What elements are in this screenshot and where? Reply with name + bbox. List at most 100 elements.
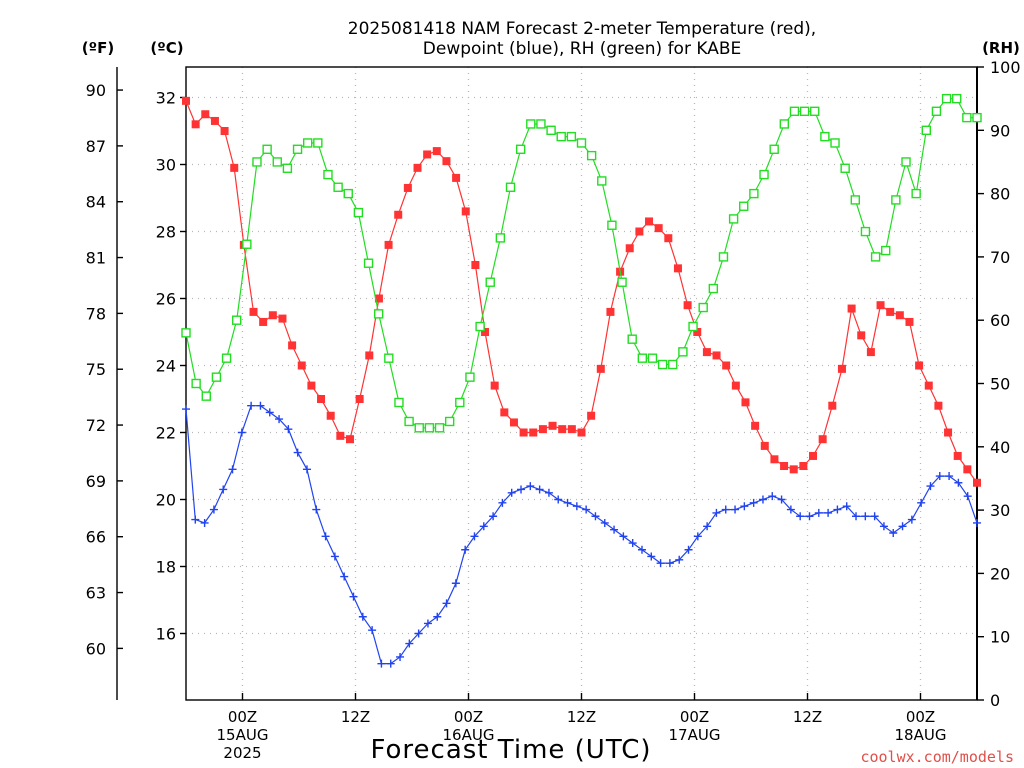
temperature-point <box>201 110 210 119</box>
temperature-point <box>288 341 297 350</box>
rh-point <box>475 321 485 332</box>
x-tick-label: 12Z <box>567 708 596 726</box>
dewpoint-point <box>340 572 349 581</box>
temperature-point <box>220 127 229 135</box>
temperature-point <box>673 264 682 273</box>
dewpoint-point <box>209 505 218 514</box>
dewpoint-point <box>842 502 851 511</box>
temperature-point <box>471 261 480 269</box>
dewpoint-point <box>498 498 507 507</box>
rh-point <box>668 359 678 370</box>
rh-point <box>373 309 384 319</box>
rh-point <box>424 423 435 433</box>
rh-point <box>505 182 516 192</box>
rh-unit-label: (RH) <box>982 39 1020 57</box>
rh-point <box>789 106 800 117</box>
x-axis-label: Forecast Time (UTC) <box>370 735 651 765</box>
x-tick-label: 18AUG <box>895 726 947 744</box>
dewpoint-point <box>926 482 935 491</box>
dewpoint-point <box>907 515 916 524</box>
fahrenheit-tick-label: 90 <box>86 81 106 100</box>
x-tick-label: 00Z <box>228 708 257 726</box>
rh-point <box>830 138 840 148</box>
temperature-point <box>423 150 432 159</box>
dewpoint-point <box>275 415 284 424</box>
dewpoint-point <box>703 522 712 531</box>
rh-point <box>799 106 810 117</box>
grid-lines <box>186 67 977 700</box>
rh-point <box>749 188 759 199</box>
rh-point <box>708 283 719 294</box>
dewpoint-point <box>712 508 721 517</box>
rh-point <box>850 195 861 205</box>
rh-tick-label: 50 <box>990 375 1010 394</box>
fahrenheit-tick-label: 63 <box>86 584 106 603</box>
rh-point <box>820 131 830 142</box>
temperature-point <box>587 411 596 420</box>
rh-point <box>759 169 769 180</box>
temperature-point <box>345 435 354 444</box>
rh-point <box>323 169 333 180</box>
dewpoint-point <box>758 495 767 504</box>
dewpoint-point <box>954 478 963 487</box>
dewpoint-point <box>544 488 553 497</box>
temperature-point <box>384 240 393 249</box>
rh-point <box>191 378 201 389</box>
temperature-point <box>693 328 702 336</box>
dewpoint-point <box>814 508 823 517</box>
x-tick-label: 17AUG <box>669 726 721 744</box>
dewpoint-point <box>824 508 833 517</box>
rh-point <box>232 315 242 325</box>
rh-tick-label: 80 <box>990 185 1010 204</box>
dewpoint-point <box>721 505 730 514</box>
rh-point <box>465 372 475 382</box>
temperature-point <box>249 307 258 316</box>
temperature-point <box>818 435 827 444</box>
rh-point <box>353 207 364 218</box>
dewpoint-point <box>600 518 609 527</box>
dewpoint-point <box>405 639 414 648</box>
dewpoint-point <box>833 505 842 514</box>
dewpoint-point <box>237 428 246 437</box>
dewpoint-point <box>470 532 479 541</box>
dewpoint-point <box>963 492 972 501</box>
dewpoint-point <box>489 512 498 521</box>
rh-point <box>678 347 688 357</box>
rh-point <box>921 125 931 136</box>
temperature-point <box>230 163 239 172</box>
dewpoint-point <box>637 545 646 554</box>
dewpoint-point <box>368 626 377 635</box>
fahrenheit-tick-label: 84 <box>86 193 106 212</box>
temperature-point <box>924 381 933 390</box>
rh-point <box>840 163 850 173</box>
dewpoint-point <box>619 532 628 541</box>
fahrenheit-tick-label: 78 <box>86 304 106 323</box>
temperature-point <box>558 425 567 434</box>
rh-tick-label: 30 <box>990 501 1010 520</box>
temperature-point <box>895 311 904 320</box>
temperature-point <box>760 441 769 450</box>
temperature-point <box>780 462 789 470</box>
rh-point <box>901 157 911 167</box>
dewpoint-point <box>740 502 749 511</box>
dewpoint-point <box>591 512 600 521</box>
rh-point <box>688 321 698 332</box>
x-tick-label: 00Z <box>680 708 709 726</box>
temperature-point <box>355 395 364 403</box>
celsius-tick-label: 18 <box>156 558 176 577</box>
fahrenheit-tick-label: 72 <box>86 416 106 435</box>
dewpoint-point <box>935 472 944 481</box>
axes: 16 18 20 22 24 26 28 30 32 60 63 66 69 72 75 78 81 84 87 90… <box>86 58 1021 762</box>
temperature-point <box>857 331 866 340</box>
x-tick-label: 16AUG <box>443 726 495 744</box>
rh-point <box>343 188 353 199</box>
dewpoint-point <box>396 652 405 661</box>
temperature-point <box>317 395 326 403</box>
rh-point <box>313 138 323 148</box>
rh-tick-label: 40 <box>990 438 1010 457</box>
dewpoint-point <box>517 485 526 494</box>
dewpoint-point <box>554 495 563 504</box>
dewpoint-point <box>182 405 190 414</box>
temperature-point <box>403 183 412 192</box>
